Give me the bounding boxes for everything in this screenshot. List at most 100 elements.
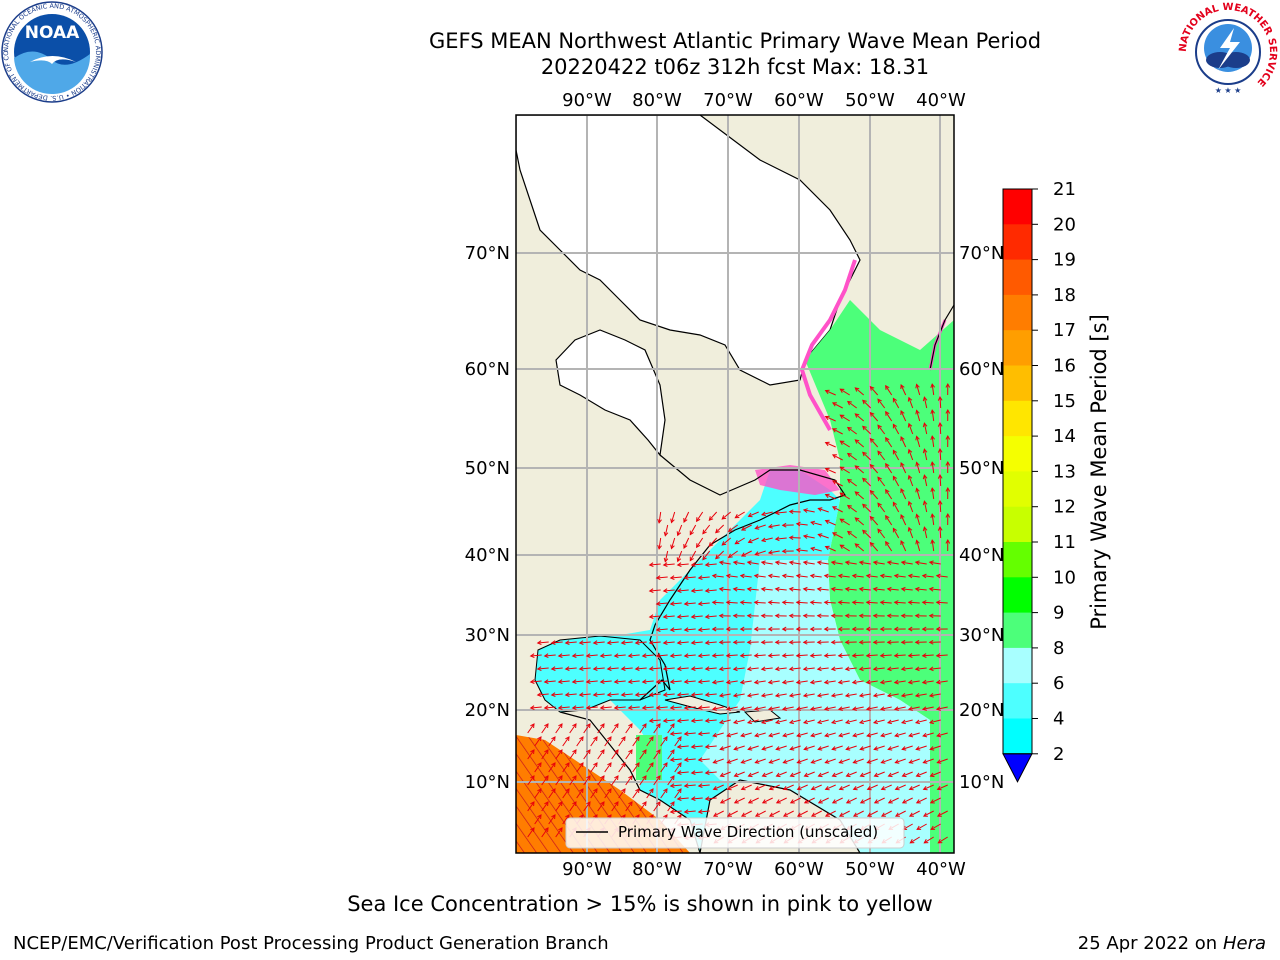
lon-label: 60°W bbox=[774, 859, 824, 880]
wave-arrow bbox=[684, 576, 696, 579]
wave-arrow bbox=[870, 542, 879, 552]
wave-arrow bbox=[702, 550, 711, 561]
wave-arrow-head bbox=[796, 812, 802, 817]
wave-arrow-head bbox=[880, 759, 886, 764]
wave-arrow-head bbox=[774, 586, 780, 592]
wave-arrow-head bbox=[914, 560, 920, 566]
wave-arrow-head bbox=[774, 666, 780, 672]
wave-arrow bbox=[740, 654, 752, 657]
wave-arrow-head bbox=[669, 679, 675, 685]
wave-arrow bbox=[670, 758, 682, 761]
wave-arrow-head bbox=[614, 775, 619, 781]
wave-arrow bbox=[931, 436, 935, 448]
wave-arrow-head bbox=[795, 653, 801, 658]
wave-arrow-head bbox=[719, 799, 725, 804]
wave-arrow bbox=[887, 561, 899, 565]
wave-arrow bbox=[892, 398, 900, 409]
wave-arrow-head bbox=[809, 600, 815, 605]
wave-arrow-head bbox=[739, 600, 745, 605]
colorbar-segment bbox=[1003, 365, 1032, 402]
wave-arrow-head bbox=[915, 461, 920, 467]
wave-arrow-head bbox=[544, 801, 549, 807]
wave-arrow-head bbox=[851, 706, 857, 711]
wave-arrow-head bbox=[774, 510, 780, 516]
wave-arrow-head bbox=[831, 532, 837, 537]
wave-arrow bbox=[677, 771, 689, 774]
wave-arrow-head bbox=[879, 679, 885, 685]
wave-arrow bbox=[900, 488, 907, 500]
wave-arrow-head bbox=[712, 759, 718, 764]
wave-arrow-head bbox=[676, 557, 682, 563]
wave-arrow bbox=[754, 680, 766, 684]
wave-arrow bbox=[656, 706, 668, 709]
wave-arrow-head bbox=[760, 613, 766, 619]
wave-arrow-head bbox=[921, 600, 927, 605]
wave-arrow bbox=[639, 775, 647, 786]
wave-arrow-head bbox=[614, 749, 619, 755]
colorbar-segment bbox=[1003, 542, 1032, 578]
wave-arrow-head bbox=[802, 560, 808, 566]
wave-arrow bbox=[810, 575, 822, 578]
wave-arrow-head bbox=[900, 488, 905, 494]
wave-arrow-head bbox=[928, 560, 934, 566]
colorbar-tick-label: 15 bbox=[1053, 391, 1076, 412]
wave-arrow-head bbox=[852, 785, 858, 791]
wave-arrow bbox=[775, 561, 787, 565]
wave-arrow-head bbox=[810, 520, 816, 526]
wave-arrow-head bbox=[613, 679, 619, 685]
wave-arrow-head bbox=[656, 801, 661, 807]
wave-arrow-head bbox=[915, 435, 920, 441]
ice-edge-pink bbox=[799, 259, 857, 431]
wave-arrow-head bbox=[908, 732, 914, 738]
wave-arrow-head bbox=[877, 424, 882, 430]
wave-arrow bbox=[664, 524, 669, 536]
wave-arrow-head bbox=[641, 679, 647, 685]
wave-arrow-head bbox=[885, 436, 890, 442]
wave-arrow-head bbox=[816, 613, 822, 619]
wave-arrow-head bbox=[862, 425, 867, 431]
wave-arrow bbox=[562, 814, 570, 825]
wave-arrow bbox=[867, 784, 878, 790]
wave-arrow bbox=[755, 810, 766, 817]
wave-arrow bbox=[604, 736, 612, 747]
wave-arrow-head bbox=[823, 600, 829, 605]
wave-arrow-head bbox=[760, 693, 766, 698]
wave-arrow-head bbox=[907, 653, 913, 658]
wave-arrow bbox=[824, 575, 836, 578]
wave-arrow-head bbox=[886, 560, 892, 566]
wave-arrow bbox=[649, 693, 661, 696]
wave-arrow bbox=[797, 758, 808, 764]
wave-arrow bbox=[684, 628, 696, 631]
wave-arrow-head bbox=[754, 732, 760, 738]
wave-arrow-head bbox=[551, 736, 556, 742]
wave-arrow bbox=[576, 736, 584, 747]
wave-arrow-head bbox=[781, 626, 787, 632]
wave-arrow bbox=[796, 549, 808, 552]
wave-arrow-head bbox=[788, 586, 794, 592]
wave-arrow bbox=[825, 468, 836, 474]
wave-arrow-head bbox=[839, 492, 845, 497]
wave-arrow-head bbox=[649, 788, 654, 794]
wave-arrow bbox=[565, 693, 577, 696]
colorbar-segment bbox=[1003, 647, 1032, 684]
wave-arrow-head bbox=[690, 770, 696, 776]
wave-arrow bbox=[936, 680, 948, 684]
wave-arrow-head bbox=[579, 762, 584, 768]
wave-arrow-head bbox=[915, 383, 920, 389]
wave-arrow bbox=[902, 745, 913, 750]
wave-arrow bbox=[548, 762, 556, 773]
wave-arrow bbox=[783, 758, 794, 764]
wave-arrow-head bbox=[719, 746, 725, 751]
wave-arrow-head bbox=[907, 706, 913, 711]
wave-arrow-head bbox=[767, 600, 773, 605]
wave-arrow-head bbox=[600, 801, 605, 807]
wave-arrow bbox=[810, 654, 822, 657]
wave-arrow bbox=[712, 732, 724, 737]
wave-arrow bbox=[902, 771, 913, 777]
wave-arrow-head bbox=[846, 400, 852, 406]
lon-label: 50°W bbox=[845, 859, 895, 880]
wave-arrow bbox=[555, 801, 563, 812]
wave-arrow bbox=[656, 628, 668, 631]
wave-arrow bbox=[544, 706, 556, 709]
wave-arrow-head bbox=[937, 839, 943, 844]
